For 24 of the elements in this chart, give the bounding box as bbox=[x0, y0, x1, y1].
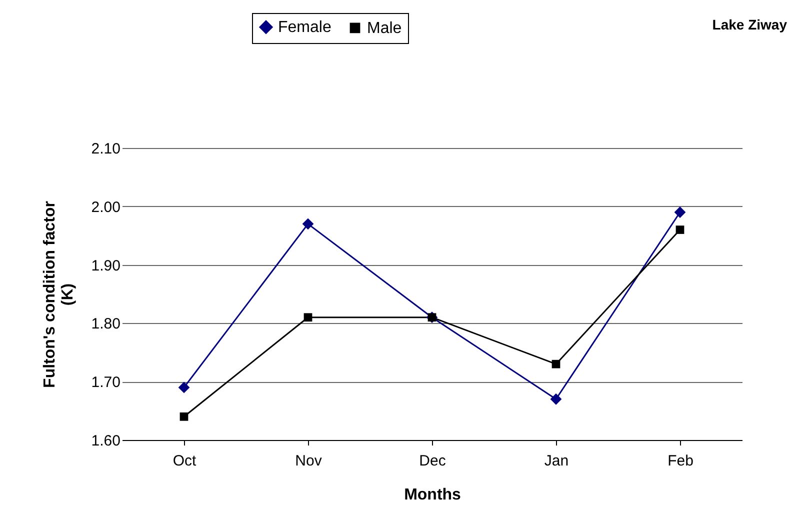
point bbox=[552, 360, 560, 368]
point bbox=[302, 218, 314, 230]
point bbox=[674, 206, 686, 218]
x-tick-label: Oct bbox=[172, 452, 197, 470]
point bbox=[304, 313, 312, 322]
legend-label: Female bbox=[278, 19, 332, 36]
y-tick-label: 1.60 bbox=[91, 432, 120, 450]
legend-label: Male bbox=[367, 20, 402, 37]
y-axis-title: Fulton's condition factor (K) bbox=[41, 201, 76, 388]
y-tick-label: 1.90 bbox=[91, 257, 120, 274]
x-tick-label: Dec bbox=[419, 452, 446, 470]
y-tick-label: 1.80 bbox=[91, 316, 120, 333]
x-tick-label: Nov bbox=[295, 452, 322, 470]
y-tick-label: 2.10 bbox=[91, 140, 120, 158]
chart-title: Lake Ziway bbox=[712, 16, 788, 32]
y-tick-label: 1.70 bbox=[91, 374, 120, 392]
x-tick-label: Feb bbox=[668, 452, 694, 470]
point bbox=[178, 382, 190, 394]
point bbox=[180, 412, 188, 421]
x-axis-title: Months bbox=[404, 486, 462, 504]
x-tick-label: Jan bbox=[544, 452, 569, 470]
point bbox=[550, 393, 562, 405]
point bbox=[676, 226, 684, 234]
y-tick-label: 2.00 bbox=[91, 198, 120, 216]
